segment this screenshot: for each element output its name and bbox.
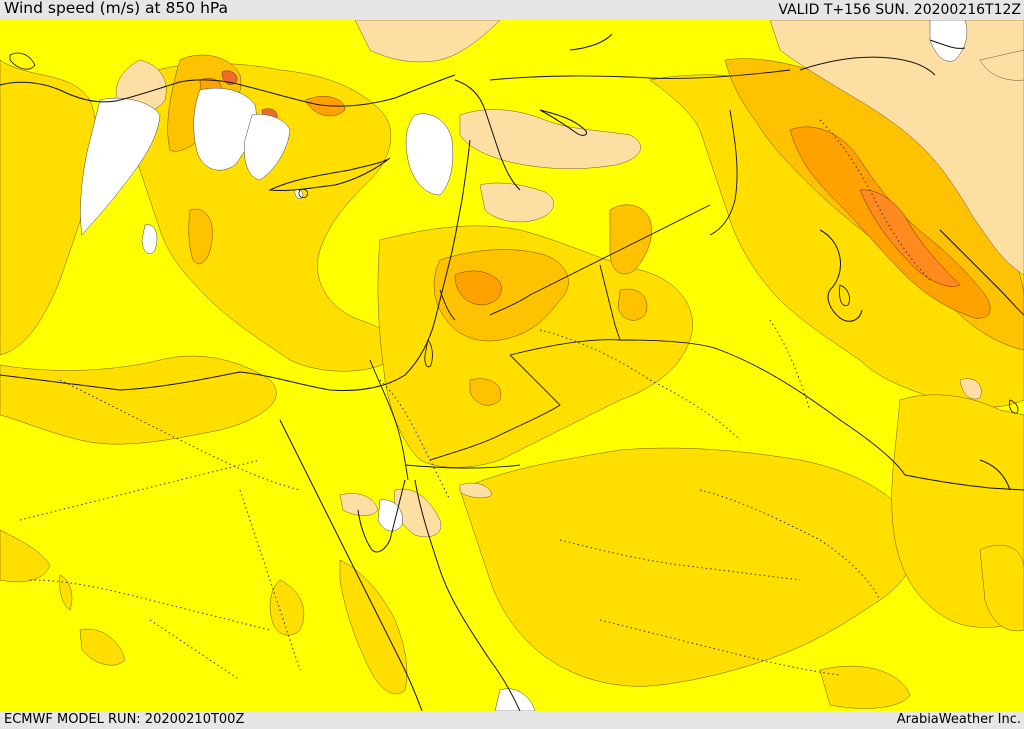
map-title: Wind speed (m/s) at 850 hPa	[4, 0, 229, 17]
model-run-label: ECMWF MODEL RUN: 20200210T00Z	[4, 712, 245, 727]
islands-and-lakes	[9, 52, 1019, 414]
isotach-dotted-lines	[19, 119, 931, 681]
credit-label: ArabiaWeather Inc.	[896, 712, 1021, 727]
valid-time: VALID T+156 SUN. 20200216T12Z	[778, 2, 1021, 18]
header-bar: Wind speed (m/s) at 850 hPa VALID T+156 …	[0, 0, 1024, 20]
wind-speed-map[interactable]	[0, 20, 1024, 711]
pale-tan-zones	[115, 20, 1024, 538]
calm-zones	[80, 20, 968, 711]
footer-bar: ECMWF MODEL RUN: 20200210T00Z ArabiaWeat…	[0, 711, 1024, 729]
country-borders	[369, 69, 906, 481]
coastlines	[0, 33, 1024, 711]
map-canvas	[0, 20, 1024, 711]
